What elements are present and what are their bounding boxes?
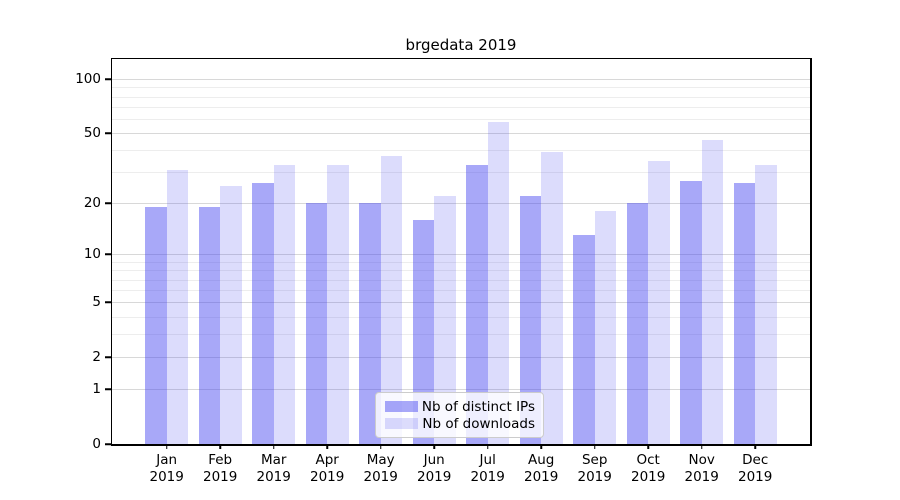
x-tick-feb	[219, 444, 221, 449]
x-tick-label-may: May 2019	[363, 452, 398, 485]
y-tick-50	[104, 132, 111, 134]
bar-distinct-ips-jul	[466, 165, 488, 444]
bar-distinct-ips-jun	[412, 219, 435, 444]
x-tick-label-sep: Sep 2019	[577, 452, 612, 485]
x-tick-mar	[272, 444, 275, 449]
bar-distinct-ips-may	[359, 203, 381, 444]
grid-line-minor-6	[112, 290, 810, 292]
bar-downloads-feb	[220, 186, 242, 444]
axis-spine-right	[810, 57, 812, 446]
bar-downloads-aug	[541, 152, 563, 444]
y-tick-5	[104, 301, 111, 304]
x-tick-nov	[700, 444, 703, 449]
y-tick-20	[104, 202, 111, 204]
bar-downloads-may	[380, 156, 403, 444]
y-tick-label-1: 1	[92, 381, 101, 398]
bar-downloads-mar	[273, 165, 296, 444]
bar-downloads-jul	[487, 121, 510, 444]
bar-downloads-jun	[434, 196, 456, 444]
x-tick-jan	[165, 444, 168, 449]
legend: Nb of distinct IPs Nb of downloads	[375, 392, 544, 438]
x-tick-oct	[647, 444, 649, 449]
x-tick-label-aug: Aug 2019	[524, 452, 559, 485]
y-tick-label-0: 0	[92, 436, 101, 452]
grid-line-minor-4	[112, 316, 810, 318]
x-tick-dec	[754, 444, 756, 449]
bar-distinct-ips-dec	[733, 183, 756, 444]
y-tick-10	[104, 253, 111, 256]
grid-line-major-50	[112, 133, 810, 135]
bar-distinct-ips-mar	[252, 183, 274, 444]
y-tick-label-20: 20	[83, 195, 101, 212]
grid-line-minor-90	[112, 87, 810, 89]
bar-distinct-ips-nov	[680, 180, 702, 444]
grid-line-minor-9	[112, 261, 810, 263]
x-tick-label-mar: Mar 2019	[256, 452, 291, 485]
grid-line-minor-70	[112, 106, 810, 108]
grid-line-minor-8	[112, 270, 810, 272]
grid-line-minor-7	[112, 279, 810, 281]
plot-area: 100 50 20 10 5 2 1 0 Jan 2019 Feb 2019 Mar 2019 Apr 201…	[75, 57, 812, 485]
axis-spine-left	[110, 57, 112, 446]
legend-label-downloads: Nb of downloads	[422, 415, 535, 432]
x-tick-label-nov: Nov 2019	[684, 452, 719, 485]
bar-downloads-oct	[648, 160, 670, 444]
grid-line-major-5	[112, 302, 810, 304]
y-tick-1	[104, 388, 111, 390]
x-tick-label-oct: Oct 2019	[631, 452, 666, 485]
x-tick-may	[379, 444, 382, 449]
y-tick-label-10: 10	[83, 246, 101, 263]
grid-line-major-20	[112, 203, 810, 205]
x-tick-sep	[593, 444, 596, 449]
y-tick-label-50: 50	[83, 125, 101, 142]
legend-swatch-downloads-icon	[385, 418, 418, 429]
legend-entry-downloads: Nb of downloads	[385, 415, 535, 432]
legend-entry-distinct-ips: Nb of distinct IPs	[385, 398, 535, 415]
bar-downloads-jan	[166, 169, 189, 444]
bar-downloads-apr	[327, 165, 349, 444]
grid-line-major-100	[112, 79, 810, 80]
grid-line-minor-40	[112, 150, 810, 152]
axis-spine-top	[112, 57, 810, 59]
x-tick-label-jul: Jul 2019	[470, 452, 505, 485]
x-tick-label-jan: Jan 2019	[149, 452, 184, 485]
bar-distinct-ips-oct	[626, 203, 649, 444]
bar-distinct-ips-apr	[305, 203, 328, 444]
bar-distinct-ips-feb	[198, 207, 221, 444]
x-tick-aug	[540, 444, 542, 449]
chart-title: brgedata 2019	[405, 36, 517, 54]
y-tick-0	[104, 443, 111, 445]
bar-downloads-dec	[755, 165, 777, 444]
legend-swatch-distinct-ips-icon	[385, 401, 418, 412]
bar-distinct-ips-jan	[145, 207, 167, 444]
x-tick-jun	[433, 444, 435, 449]
x-tick-label-apr: Apr 2019	[310, 452, 345, 485]
x-tick-label-dec: Dec 2019	[738, 452, 773, 485]
x-tick-label-feb: Feb 2019	[203, 452, 238, 485]
y-tick-label-2: 2	[92, 349, 101, 366]
bar-downloads-sep	[594, 211, 617, 444]
x-tick-label-jun: Jun 2019	[417, 452, 452, 485]
grid-line-major-2	[112, 357, 810, 359]
grid-line-minor-30	[112, 172, 810, 174]
grid-line-major-10	[112, 254, 810, 256]
grid-line-minor-60	[112, 118, 810, 120]
y-tick-100	[104, 78, 111, 80]
y-tick-2	[104, 356, 111, 358]
bar-distinct-ips-aug	[519, 196, 542, 444]
grid-line-minor-80	[112, 96, 810, 98]
x-tick-apr	[326, 444, 328, 449]
x-tick-jul	[486, 444, 489, 449]
y-tick-label-100: 100	[75, 71, 101, 87]
grid-line-major-1	[112, 389, 810, 391]
y-tick-label-5: 5	[92, 294, 101, 311]
grid-line-minor-3	[112, 334, 810, 336]
bar-downloads-nov	[701, 139, 724, 444]
axis-spine-bottom	[112, 444, 810, 446]
legend-label-distinct-ips: Nb of distinct IPs	[421, 398, 535, 415]
bar-distinct-ips-sep	[573, 235, 595, 444]
